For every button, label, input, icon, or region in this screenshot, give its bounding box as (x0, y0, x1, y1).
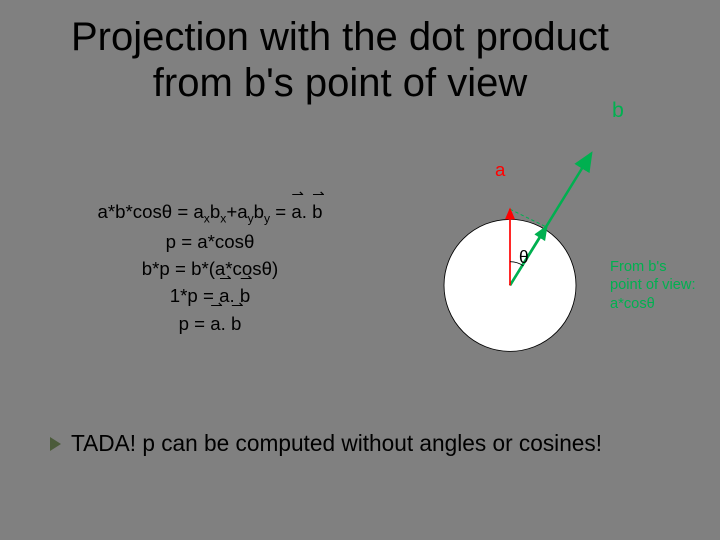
diagram-svg (400, 150, 620, 370)
eq-line-3: b*p = b*(a*cosθ) (60, 255, 360, 282)
eq1-vec-a: a (291, 198, 301, 225)
eq1-mid2: +a (226, 201, 247, 222)
label-theta: θ (519, 247, 529, 268)
equations-block: a*b*cosθ = axbx+ayby = a. b p = a*cosθ b… (60, 198, 360, 337)
eq-line-2: p = a*cosθ (60, 228, 360, 255)
eq1-mid1: b (210, 201, 220, 222)
eq1-pre: a*b*cosθ = a (97, 201, 203, 222)
side-note-l1: From b's (610, 258, 696, 276)
slide-title: Projection with the dot product from b's… (60, 14, 620, 106)
eq5-vec-a: a (210, 310, 220, 337)
eq1-mid3: b (254, 201, 264, 222)
eq5-dot: . (221, 313, 231, 334)
side-note: From b's point of view: a*cosθ (610, 258, 696, 313)
side-note-l3: a*cosθ (610, 295, 696, 313)
bullet-row: TADA! p can be computed without angles o… (50, 430, 602, 457)
bullet-triangle-icon (50, 437, 61, 451)
eq5-vec-b: b (231, 310, 241, 337)
eq1-dot: . (302, 201, 312, 222)
eq-line-5: p = a. b (60, 310, 360, 337)
side-note-l2: point of view: (610, 276, 696, 294)
title-line1: Projection with the dot product (60, 14, 620, 60)
eq1-eq: = (270, 201, 291, 222)
title-line2: from b's point of view (60, 60, 620, 106)
bullet-text: TADA! p can be computed without angles o… (71, 430, 602, 457)
label-a: a (495, 159, 505, 181)
eq1-vec-b: b (312, 198, 322, 225)
slide: Projection with the dot product from b's… (0, 0, 720, 540)
eq5-pre: p = (179, 313, 211, 334)
vector-diagram (400, 150, 620, 370)
label-b: b (612, 98, 624, 123)
eq-line-1: a*b*cosθ = axbx+ayby = a. b (60, 198, 360, 228)
